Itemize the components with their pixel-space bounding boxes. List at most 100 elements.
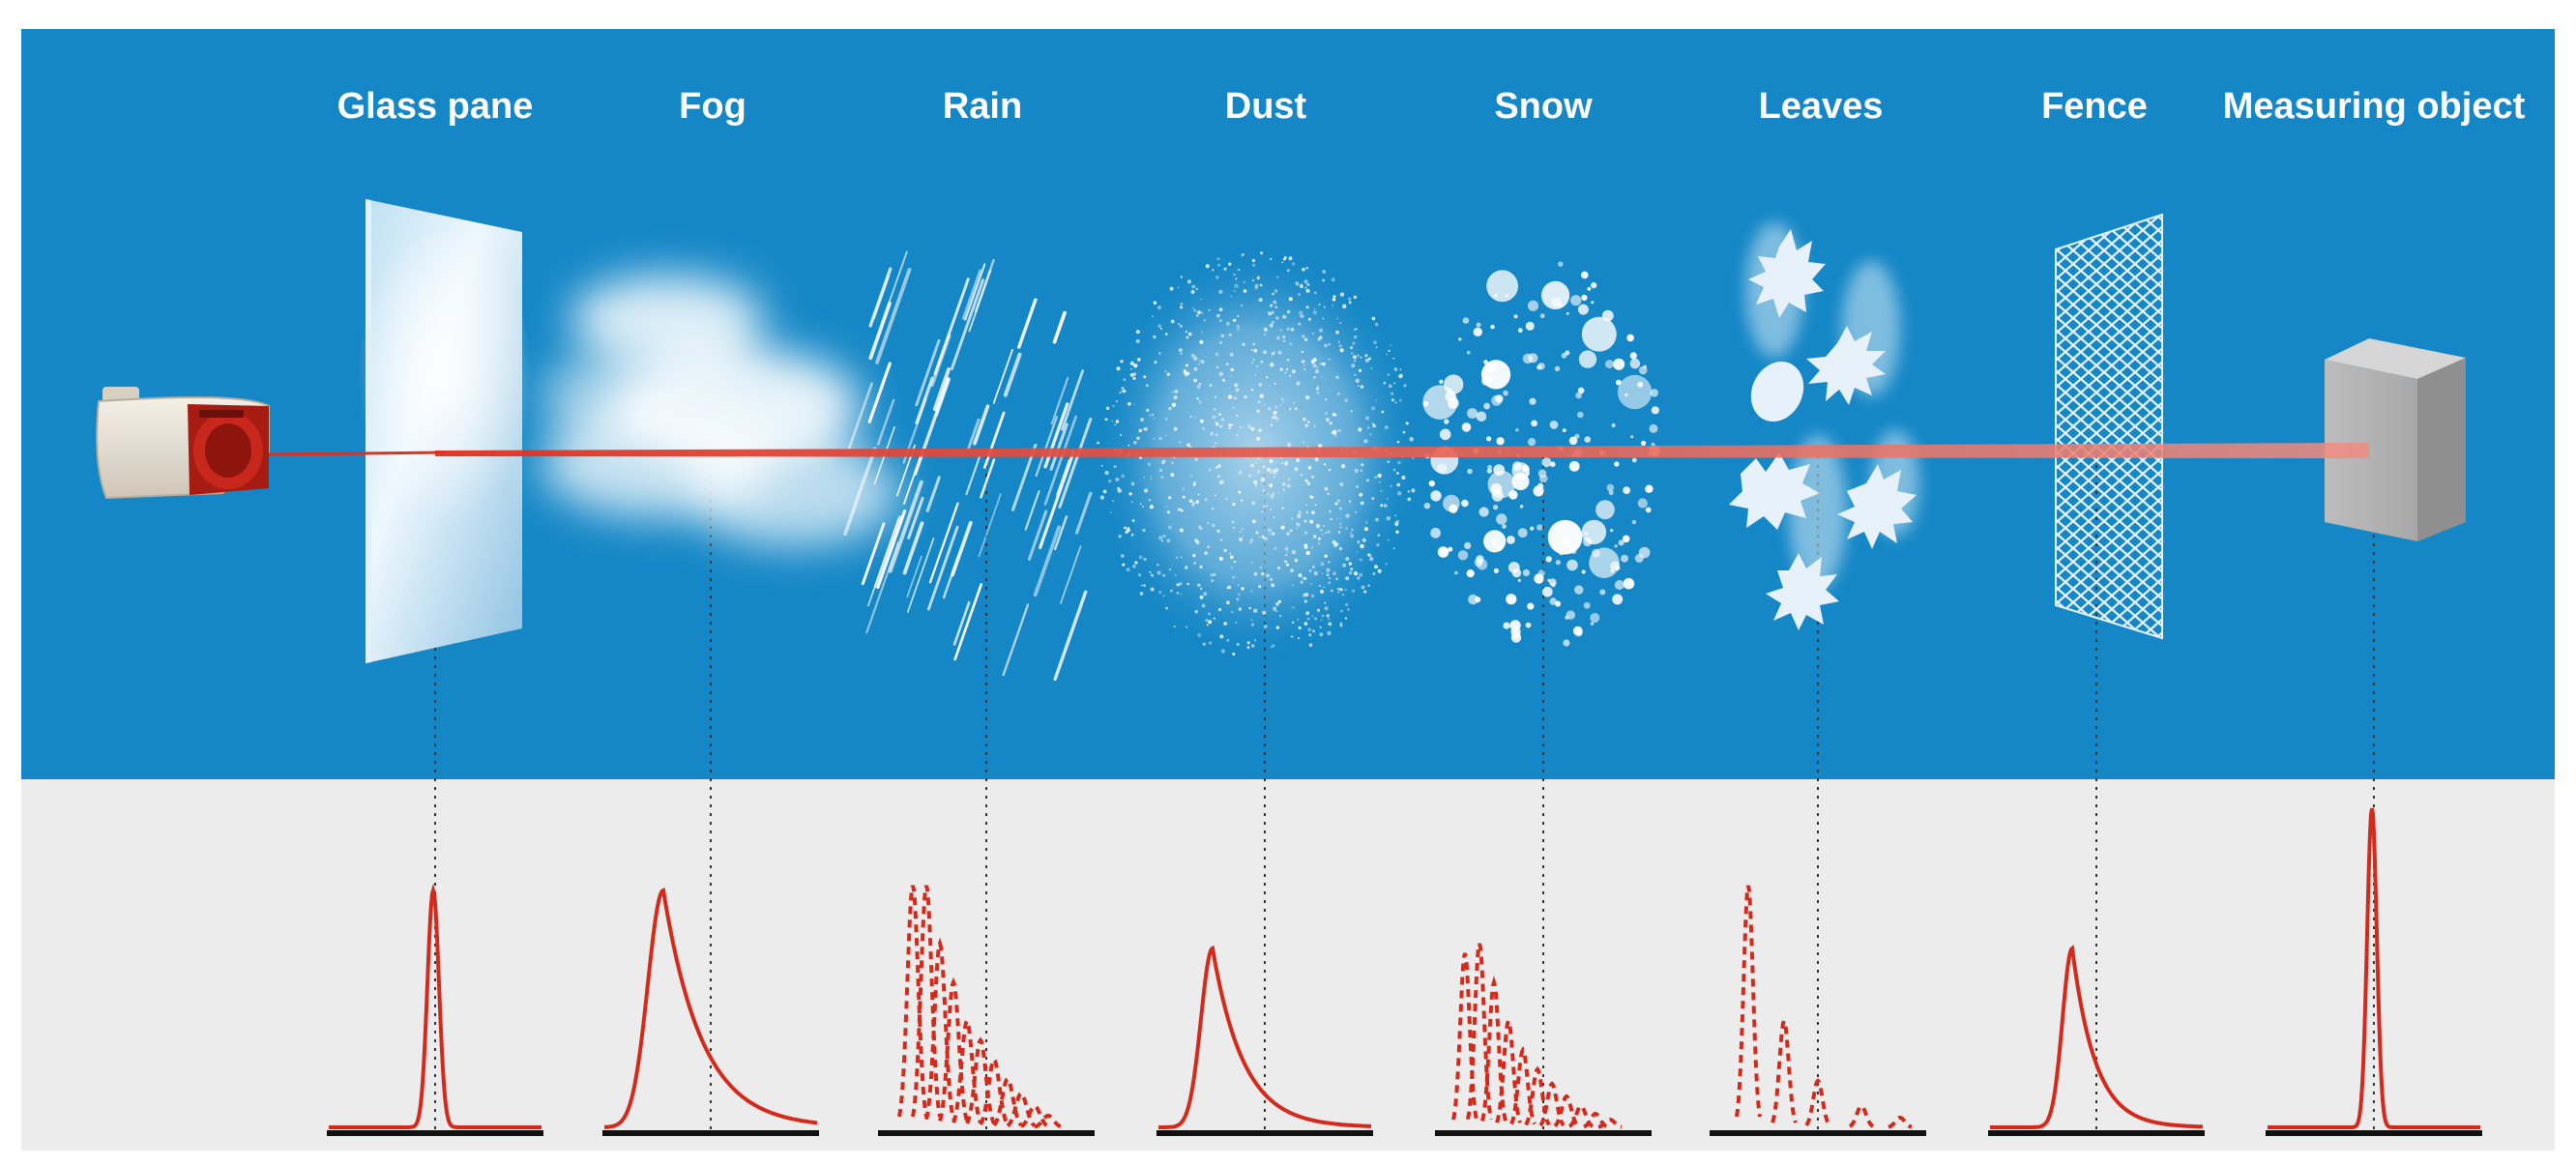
dust-particle	[1348, 562, 1353, 566]
snow-flake	[1606, 483, 1615, 492]
dust-particle	[1218, 371, 1224, 376]
dust-particle	[1237, 584, 1240, 586]
dust-particle	[1375, 398, 1378, 401]
dust-particle	[1252, 279, 1255, 281]
dust-particle	[1284, 461, 1289, 466]
dust-particle	[1206, 624, 1209, 627]
snow-flake	[1491, 489, 1504, 502]
dust-particle	[1298, 322, 1302, 326]
dust-particle	[1276, 276, 1279, 278]
dust-particle	[1275, 316, 1279, 320]
dust-particle	[1258, 383, 1263, 387]
dust-particle	[1230, 367, 1235, 372]
dust-particle	[1194, 610, 1198, 614]
dust-particle	[1347, 608, 1350, 611]
dust-particle	[1271, 310, 1274, 314]
dust-particle	[1301, 360, 1305, 364]
snow-flake	[1503, 390, 1508, 396]
dust-particle	[1318, 304, 1321, 306]
dust-particle	[1291, 549, 1297, 555]
dust-particle	[1325, 398, 1328, 401]
dust-particle	[1316, 365, 1319, 369]
dust-particle	[1336, 392, 1340, 395]
snow-flake	[1612, 594, 1624, 605]
dust-particle	[1190, 290, 1195, 294]
rain-streak	[1049, 423, 1068, 471]
dust-particle	[1348, 301, 1352, 305]
dust-particle	[1280, 525, 1285, 530]
dust-particle	[1191, 502, 1196, 506]
dust-particle	[1282, 339, 1286, 343]
dust-particle	[1158, 591, 1162, 594]
dust-particle	[1176, 583, 1180, 587]
snow-flake	[1577, 304, 1589, 315]
dust-particle	[1202, 642, 1206, 646]
dust-particle	[1308, 633, 1312, 637]
dust-particle	[1321, 614, 1325, 618]
dust-particle	[1368, 357, 1371, 361]
dust-particle	[1281, 462, 1283, 465]
dust-particle	[1305, 394, 1310, 400]
dust-particle	[1102, 489, 1107, 494]
dust-particle	[1218, 413, 1221, 416]
dust-particle	[1402, 430, 1406, 434]
snow-flake	[1502, 524, 1507, 529]
dust-particle	[1392, 468, 1396, 472]
dust-particle	[1311, 475, 1314, 479]
dust-particle	[1270, 423, 1273, 426]
dust-particle	[1372, 572, 1376, 575]
dust-particle	[1171, 564, 1173, 567]
fog-cloud-icon	[542, 276, 899, 546]
dust-particle	[1125, 530, 1128, 535]
dust-particle	[1397, 460, 1401, 465]
dust-particle	[1302, 335, 1305, 338]
dust-particle	[1215, 276, 1219, 279]
dust-particle	[1175, 556, 1179, 559]
snow-flake	[1641, 440, 1647, 446]
dust-particle	[1339, 482, 1344, 486]
dust-particle	[1298, 572, 1303, 578]
snow-flake	[1651, 406, 1659, 415]
dust-particle	[1392, 547, 1395, 550]
dust-particle	[1275, 626, 1279, 629]
dust-particle	[1130, 534, 1134, 537]
dust-particle	[1390, 392, 1394, 395]
dust-particle	[1198, 363, 1200, 365]
rain-streak	[876, 398, 895, 446]
snow-flake	[1550, 461, 1556, 468]
rain-streak	[992, 348, 1013, 404]
snow-flake	[1617, 374, 1653, 410]
snow-flake	[1461, 499, 1469, 508]
dust-particle	[1250, 349, 1253, 351]
dust-particle	[1130, 367, 1132, 370]
dust-particle	[1191, 306, 1195, 310]
dust-particle	[1366, 479, 1369, 482]
dust-particle	[1210, 432, 1214, 436]
dust-particle	[1363, 590, 1367, 594]
dust-particle	[1236, 414, 1238, 417]
dust-particle	[1165, 434, 1167, 437]
rain-streak	[1024, 490, 1040, 531]
signal-spike	[1451, 952, 1478, 1121]
dust-particle	[1251, 263, 1256, 267]
signal-spike	[1020, 1103, 1049, 1128]
dust-particle	[1272, 469, 1274, 472]
dust-particle	[1233, 396, 1238, 400]
dust-particle	[1322, 317, 1325, 320]
dust-particle	[1252, 519, 1256, 524]
dust-particle	[1146, 384, 1149, 388]
dust-particle	[1398, 398, 1402, 402]
dust-particle	[1354, 468, 1359, 474]
dust-particle	[1297, 283, 1300, 286]
snow-flake	[1430, 527, 1441, 539]
dust-particle	[1240, 304, 1244, 307]
dust-particle	[1340, 609, 1343, 613]
label-object: Measuring object	[2223, 86, 2526, 127]
dust-particle	[1353, 355, 1357, 360]
dust-particle	[1324, 554, 1328, 558]
dust-particle	[1250, 562, 1253, 565]
snow-flake	[1541, 457, 1552, 468]
dust-particle	[1286, 327, 1290, 331]
dust-particle	[1220, 649, 1225, 654]
dust-particle	[1310, 594, 1315, 598]
